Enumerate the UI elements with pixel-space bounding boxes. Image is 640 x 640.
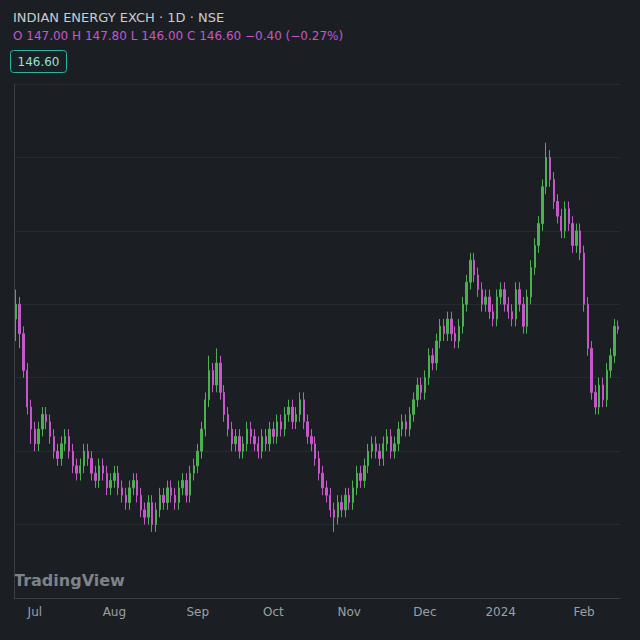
svg-text:Dec: Dec bbox=[413, 605, 436, 619]
svg-text:TradingView: TradingView bbox=[14, 571, 125, 590]
svg-text:O 147.00 H 147.80 L 146.00 C 1: O 147.00 H 147.80 L 146.00 C 146.60 −0.4… bbox=[13, 29, 343, 43]
svg-text:Nov: Nov bbox=[337, 605, 360, 619]
svg-text:2024: 2024 bbox=[485, 605, 516, 619]
svg-text:INDIAN ENERGY EXCH · 1D · NSE: INDIAN ENERGY EXCH · 1D · NSE bbox=[13, 10, 224, 25]
svg-text:Feb: Feb bbox=[573, 605, 594, 619]
svg-text:146.60: 146.60 bbox=[18, 55, 60, 69]
svg-text:Sep: Sep bbox=[186, 605, 209, 619]
svg-text:Jul: Jul bbox=[27, 605, 42, 619]
svg-text:Oct: Oct bbox=[263, 605, 284, 619]
svg-text:Aug: Aug bbox=[103, 605, 126, 619]
